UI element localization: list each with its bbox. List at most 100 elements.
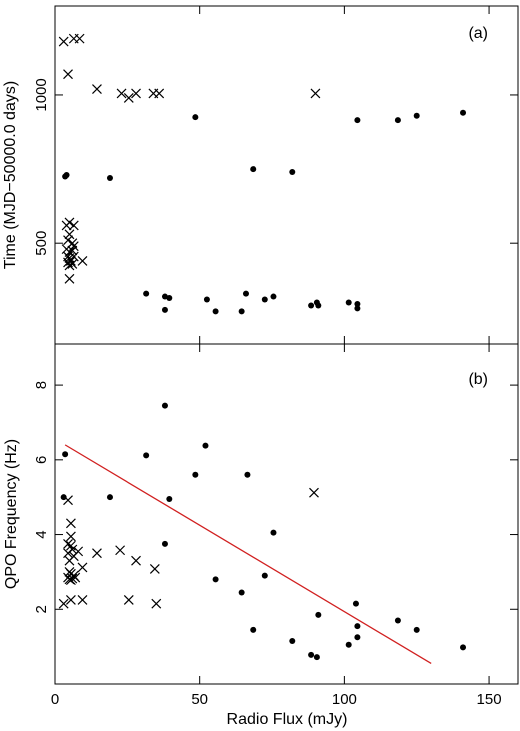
y-tick-label: 2	[33, 605, 50, 613]
cross-point	[149, 563, 160, 574]
cross-point	[310, 88, 321, 99]
dot-point	[143, 452, 150, 459]
cross-point	[58, 598, 69, 609]
cross-point	[68, 220, 79, 231]
dot-point	[354, 623, 361, 630]
panel-b-xlabel: Radio Flux (mJy)	[227, 711, 348, 728]
dot-point	[143, 290, 150, 297]
cross-point	[116, 88, 127, 99]
cross-point	[309, 487, 319, 498]
dot-point	[308, 651, 315, 658]
dot-point	[202, 442, 209, 449]
dot-point	[212, 576, 219, 583]
dot-point	[354, 117, 361, 124]
cross-point	[70, 572, 81, 583]
x-tick-label: 50	[191, 691, 208, 708]
dot-point	[354, 305, 361, 312]
panel-a-label: (a)	[468, 25, 488, 42]
cross-point	[77, 256, 88, 266]
dot-point	[192, 114, 199, 121]
dot-point	[345, 641, 352, 648]
dot-point	[244, 471, 251, 478]
cross-point	[64, 229, 75, 240]
dot-point	[106, 174, 113, 181]
dot-point	[313, 654, 320, 661]
y-tick-label: 1000	[33, 78, 50, 111]
panel-b-ticks: 0 50 100 150 2 4 6 8	[33, 344, 518, 708]
cross-point	[67, 245, 78, 256]
dot-point	[345, 299, 352, 306]
dot-point	[166, 295, 173, 302]
dot-point	[460, 644, 467, 651]
dot-point	[413, 626, 420, 633]
panel-b: 0 50 100 150 2 4 6 8 (b) QPO Frequency (Hz) Rad…	[3, 343, 519, 728]
cross-point	[154, 88, 165, 99]
cross-point	[63, 495, 73, 506]
dot-point	[62, 451, 69, 458]
cross-point	[151, 598, 162, 609]
cross-point	[92, 548, 102, 559]
dot-point	[270, 293, 277, 300]
cross-point	[64, 260, 75, 271]
dot-point	[161, 402, 168, 409]
cross-point	[58, 36, 69, 47]
y-tick-label: 6	[33, 456, 50, 464]
cross-point	[65, 595, 76, 605]
dot-point	[308, 302, 315, 309]
dot-point	[212, 308, 219, 315]
panel-a-frame	[54, 5, 519, 345]
cross-point	[61, 220, 72, 231]
dot-point	[250, 166, 257, 173]
cross-point	[131, 555, 141, 566]
x-tick-label: 100	[332, 691, 357, 708]
dot-point	[315, 302, 322, 309]
cross-point	[77, 562, 88, 573]
panel-b-fit	[64, 444, 432, 665]
cross-point	[65, 518, 76, 529]
cross-point	[65, 540, 76, 551]
panel-b-points	[58, 402, 467, 661]
y-tick-label: 8	[33, 381, 50, 389]
dot-point	[354, 300, 361, 307]
y-tick-label: 500	[33, 231, 50, 256]
cross-point	[123, 92, 134, 103]
cross-point	[64, 273, 75, 284]
dot-point	[289, 169, 296, 176]
cross-point	[63, 538, 73, 549]
cross-point	[65, 531, 76, 542]
dot-point	[106, 494, 113, 501]
panel-b-ylabel: QPO Frequency (Hz)	[3, 439, 20, 589]
dot-point	[238, 308, 245, 315]
dot-point	[63, 172, 70, 178]
cross-point	[92, 84, 102, 94]
dot-point	[238, 589, 245, 596]
dot-point	[203, 296, 210, 303]
panel-a-ylabel: Time (MJD−50000.0 days)	[2, 81, 19, 269]
cross-point	[64, 555, 75, 566]
panel-a-ticks: 500 1000	[33, 6, 518, 344]
dot-point	[460, 109, 467, 116]
x-tick-label: 0	[51, 691, 59, 708]
cross-point	[63, 69, 73, 80]
cross-point	[123, 595, 134, 605]
dot-point	[354, 634, 361, 641]
dot-point	[413, 112, 420, 119]
dot-point	[261, 572, 268, 579]
dot-point	[250, 626, 257, 633]
panel-b-frame	[54, 343, 519, 685]
dot-point	[352, 600, 359, 607]
dot-point	[289, 638, 296, 645]
dot-point	[161, 540, 168, 547]
panel-a: 500 1000 (a) Time (MJD−50000.0 days)	[2, 5, 519, 345]
cross-point	[115, 545, 126, 556]
cross-point	[74, 33, 85, 44]
dot-point	[166, 496, 173, 503]
cross-point	[77, 595, 88, 605]
fit-line	[64, 444, 432, 665]
dot-point	[192, 471, 199, 478]
dot-point	[242, 290, 249, 297]
dot-point	[394, 117, 401, 124]
dot-point	[161, 306, 168, 313]
x-tick-label: 150	[477, 691, 502, 708]
